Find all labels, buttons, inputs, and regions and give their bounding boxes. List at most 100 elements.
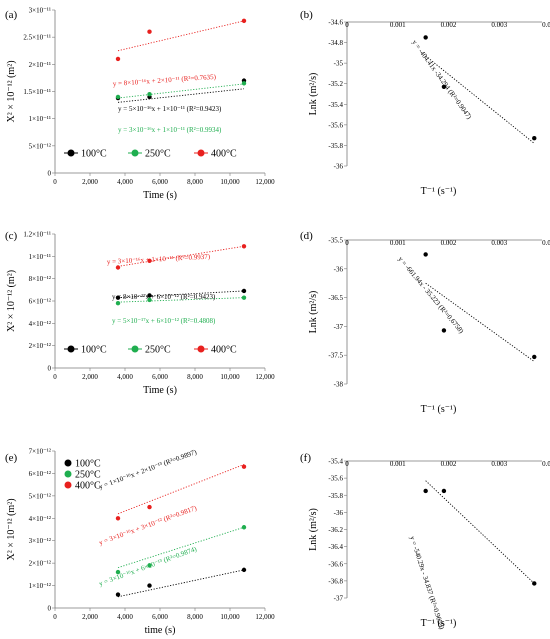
panel-a-data-point [147, 29, 152, 34]
panel-c-y-axis-label: X² × 10⁻¹² (m²) [6, 270, 17, 332]
panel-d-label: (d) [300, 230, 313, 242]
panel-a-legend-marker [131, 149, 139, 157]
panel-b-x-axis-label: T⁻¹ (s⁻¹) [421, 186, 457, 197]
panel-e-trendline [117, 464, 245, 515]
panel-b-y-tick-label: -35.2 [328, 80, 343, 88]
panel-c-data-point [241, 295, 247, 300]
panel-a-x-tick-label: 10,000 [220, 178, 240, 186]
panel-a-label: (a) [5, 9, 18, 21]
panel-e-data-point [147, 583, 152, 588]
panel-d-data-point [532, 354, 537, 360]
panel-f-data-point [423, 488, 428, 494]
panel-c-x-tick-label: 0 [53, 373, 57, 381]
panel-d-x-tick-label: 0.003 [491, 239, 507, 247]
panel-d-x-tick-label: 0.002 [441, 239, 457, 247]
panel-d-y-tick-label: -36.5 [328, 294, 343, 302]
panel-b-y-tick-label: -34.6 [328, 19, 343, 27]
panel-e-legend-label: 100°C [75, 459, 101, 470]
panel-f-y-tick-label: -37 [334, 595, 344, 603]
panel-e-legend-marker [64, 470, 72, 478]
panel-e-x-tick-label: 8,000 [187, 613, 203, 621]
panel-e-x-axis-label: time (s) [145, 625, 176, 636]
panel-f-y-axis-label: Lnk (m²/s) [308, 508, 319, 551]
panel-e-fit-equation: y = 1×10⁻¹⁶x + 2×10⁻¹³ (R²=0.9897) [98, 448, 198, 491]
panel-c-legend-marker [197, 345, 205, 353]
panel-a-y-tick-label: 0 [48, 170, 52, 178]
panel-a-x-tick-label: 6,000 [152, 178, 168, 186]
panel-d-y-axis-label: Lnk (m²/s) [308, 291, 319, 334]
panel-f-trendline [425, 480, 535, 584]
panel-a-x-tick-label: 0 [53, 178, 57, 186]
panel-f-y-tick-label: -35.6 [328, 475, 343, 483]
panel-b-y-tick-label: -36 [334, 163, 344, 171]
panel-e-x-tick-label: 4,000 [117, 613, 133, 621]
panel-a-fit-equation: y = 8×10⁻¹⁶x + 2×10⁻¹¹ (R²=0.7635) [113, 73, 217, 88]
panel-e-data-point [115, 592, 121, 597]
panel-e-data-point [115, 569, 121, 575]
panel-f-y-tick-label: -36.2 [328, 526, 343, 534]
panel-c-data-point [115, 265, 121, 270]
panel-f-fit-equation: y = -540.29x - 34.837 (R²=0.9659) [408, 535, 446, 631]
panel-a-x-tick-label: 4,000 [117, 178, 133, 186]
panel-c-legend-label: 250°C [145, 345, 171, 356]
panel-c-x-tick-label: 8,000 [187, 373, 203, 381]
panel-e-fit-equation: y = 3×10⁻¹⁶x + 6×10⁻¹³ (R²=0.9874) [98, 545, 198, 588]
panel-c-data-point [147, 258, 152, 263]
panel-e-legend-marker [64, 459, 72, 467]
panel-c-data-point [115, 301, 121, 306]
panel-c-y-tick-label: 2×10⁻¹² [29, 342, 51, 350]
panel-a-data-point [115, 56, 121, 62]
panel-e-y-tick-label: 0 [48, 605, 52, 613]
panel-e-data-point [115, 516, 121, 521]
panel-e-y-tick-label: 3×10⁻¹² [29, 537, 51, 545]
panel-f-x-tick-label: 0.004 [542, 460, 550, 468]
panel-a-legend-marker [67, 149, 75, 157]
panel-f-x-tick-label: 0.003 [491, 460, 507, 468]
panel-e-legend-label: 400°C [75, 481, 101, 492]
panel-c-data-point [241, 288, 247, 294]
panel-d-x-tick-label: 0.004 [542, 239, 550, 247]
panel-f-y-tick-label: -36 [334, 509, 344, 517]
panel-a-y-axis-label: X² × 10⁻¹² (m²) [6, 60, 17, 122]
panel-c-x-tick-label: 2,000 [82, 373, 98, 381]
panel-b-label: (b) [300, 9, 313, 21]
panel-b-x-tick-label: 0.003 [491, 21, 507, 29]
panel-c-fit-equation: y = 3×10⁻¹⁶x + 1×10⁻¹¹ (R²=0.9937) [107, 253, 211, 266]
panel-b-data-point [423, 35, 428, 40]
panel-c-legend-label: 100°C [81, 345, 107, 356]
panel-c-y-tick-label: 0 [48, 365, 52, 373]
panel-d-y-tick-label: -37.5 [328, 352, 343, 360]
panel-f-data-point [441, 488, 447, 494]
panel-b-y-axis-label: Lnk (m²/s) [308, 73, 319, 116]
panel-b-y-tick-label: -34.8 [328, 39, 343, 47]
panel-a-trendline [117, 20, 245, 52]
panel-a-x-tick-label: 12,000 [255, 178, 275, 186]
panel-c-y-tick-label: 4×10⁻¹² [29, 320, 51, 328]
panel-c-data-point [147, 293, 152, 298]
panel-e-legend-marker [64, 481, 72, 489]
panel-b-trendline [425, 55, 535, 144]
panel-b-x-tick-label: 0.001 [390, 21, 406, 29]
panel-f-y-tick-label: -36.6 [328, 560, 343, 568]
panel-d-y-tick-label: -35.5 [328, 237, 343, 245]
panel-d-data-point [441, 328, 447, 333]
panel-c-legend-marker [131, 345, 139, 353]
panel-f-y-tick-label: -36.8 [328, 577, 343, 585]
panel-e-label: (e) [5, 452, 18, 464]
panel-c-x-axis-label: Time (s) [143, 385, 177, 396]
panel-e-data-point [241, 464, 247, 469]
panel-a-data-point [115, 94, 121, 100]
panel-d-x-tick-label: 0 [345, 239, 349, 247]
panel-b-y-tick-label: -35.8 [328, 142, 343, 150]
panel-f-x-axis-label: T⁻¹ (s⁻¹) [421, 618, 457, 629]
panel-c-data-point [147, 297, 152, 303]
panel-d-trendline [425, 282, 535, 362]
panel-e-y-tick-label: 6×10⁻¹² [29, 470, 51, 478]
panel-f-data-point [532, 581, 537, 586]
panel-a-y-tick-label: 1.5×10⁻¹¹ [23, 88, 51, 96]
panel-a-data-point [147, 92, 152, 97]
panel-e-x-tick-label: 12,000 [255, 613, 275, 621]
panel-f-y-tick-label: -35.4 [328, 458, 343, 466]
panel-c-y-tick-label: 1.2×10⁻¹¹ [23, 231, 51, 239]
